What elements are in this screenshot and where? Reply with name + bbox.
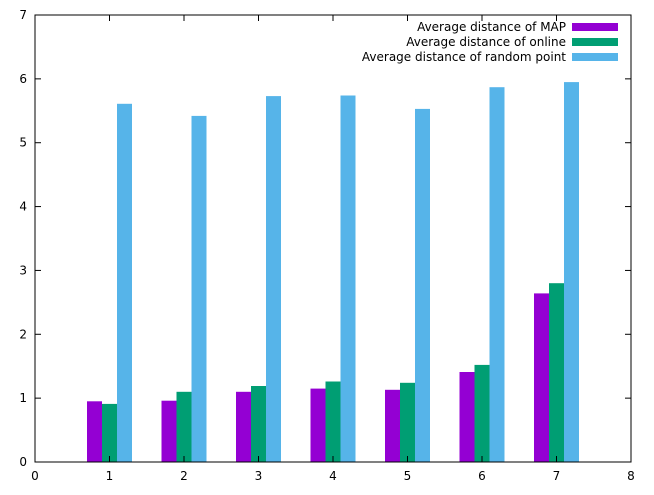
y-tick-label: 2 (19, 327, 27, 341)
bars-layer (87, 82, 579, 463)
y-tick-label: 4 (19, 200, 27, 214)
y-tick-label: 0 (19, 455, 27, 469)
y-tick-label: 5 (19, 136, 27, 150)
y-tick-label: 7 (19, 8, 27, 22)
bar-series-3-x-4 (340, 95, 356, 462)
bar-series-3-x-5 (415, 108, 430, 463)
bar-series-3-x-6 (489, 87, 505, 462)
legend-label-series-1: Average distance of MAP (417, 20, 566, 34)
bar-series-1-x-4 (310, 388, 326, 462)
bar-series-3-x-7 (564, 82, 579, 462)
bar-series-1-x-5 (385, 389, 400, 462)
legend-swatch-series-3 (572, 53, 618, 61)
ticks-layer: 0 1 2 3 4 5 6 7 8 0 1 2 3 4 5 6 7 (19, 8, 634, 483)
bar-series-1-x-2 (161, 400, 177, 462)
legend-swatch-series-1 (572, 23, 618, 31)
x-tick-label: 3 (255, 469, 263, 483)
bar-series-1-x-3 (236, 391, 251, 462)
x-tick-label: 0 (31, 469, 39, 483)
x-tick-label: 8 (627, 469, 635, 483)
x-tick-label: 4 (329, 469, 337, 483)
bar-series-2-x-3 (251, 386, 266, 462)
bar-series-2-x-4 (325, 381, 341, 462)
bar-series-2-x-1 (102, 403, 117, 462)
bar-series-2-x-6 (474, 364, 490, 462)
bar-series-3-x-2 (191, 115, 207, 463)
x-tick-label: 2 (180, 469, 188, 483)
bar-series-2-x-2 (176, 391, 192, 462)
bar-series-2-x-5 (400, 382, 415, 462)
legend-label-series-2: Average distance of online (406, 35, 566, 49)
bar-series-1-x-7 (534, 293, 549, 462)
bar-series-3-x-1 (117, 103, 132, 463)
x-tick-label: 5 (404, 469, 412, 483)
x-tick-label: 6 (478, 469, 486, 483)
y-tick-label: 3 (19, 263, 27, 277)
bar-series-1-x-6 (459, 372, 475, 462)
legend-label-series-3: Average distance of random point (362, 50, 566, 64)
x-tick-label: 7 (553, 469, 561, 483)
bar-series-3-x-3 (266, 96, 281, 462)
y-tick-label: 6 (19, 72, 27, 86)
y-tick-label: 1 (19, 391, 27, 405)
x-tick-label: 1 (106, 469, 114, 483)
legend-swatch-series-2 (572, 38, 618, 46)
bar-series-2-x-7 (549, 283, 564, 462)
bar-series-1-x-1 (87, 401, 102, 462)
